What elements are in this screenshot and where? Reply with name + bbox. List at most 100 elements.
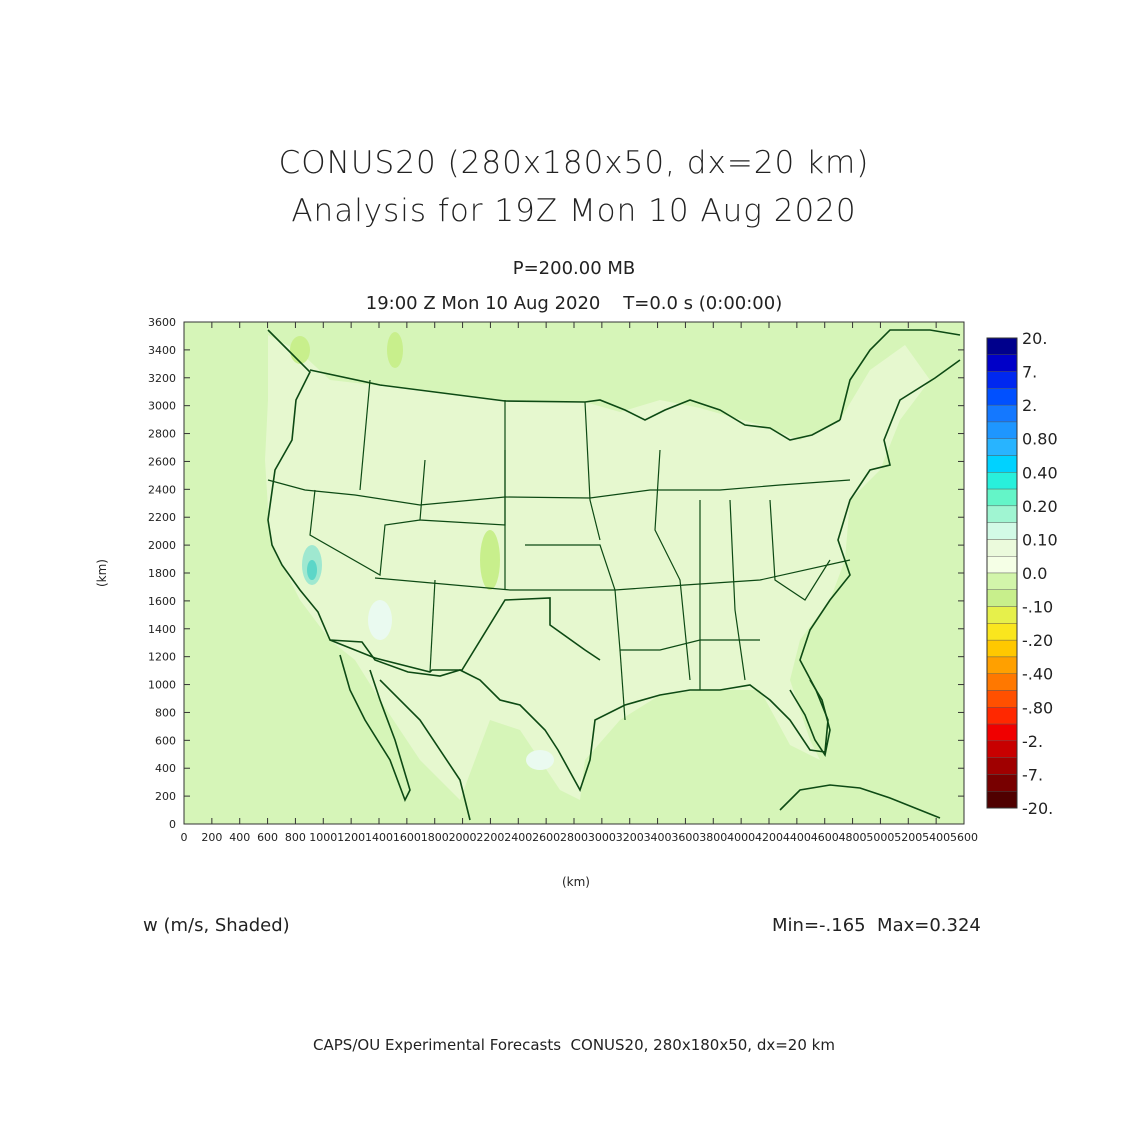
conus-land-shading: [265, 335, 930, 800]
x-tick-label: 4200: [755, 831, 783, 844]
y-tick-label: 200: [155, 790, 176, 803]
colorbar-swatch: [986, 656, 1018, 674]
x-tick-label: 4000: [727, 831, 755, 844]
state-line: [654, 449, 691, 681]
y-tick-label: 800: [155, 706, 176, 719]
x-tick-label: 3200: [616, 831, 644, 844]
y-tick-label: 2000: [148, 539, 176, 552]
colorbar-frame: [986, 337, 1018, 809]
colorbar-label: -7.: [1022, 765, 1043, 784]
x-tick-label: 4400: [783, 831, 811, 844]
map-subtitle: Analysis for 19Z Mon 10 Aug 2020: [291, 193, 857, 229]
colorbar-swatch: [986, 522, 1018, 540]
colorbar-label: 0.10: [1022, 530, 1058, 549]
field-patch: [480, 530, 500, 590]
state-line: [729, 499, 746, 681]
field-patch: [307, 560, 317, 580]
y-axis: 0 200 400 600 800 1000 1200 1400 1600 1800 2000 220…: [148, 316, 964, 831]
x-tick-label: 1200: [337, 831, 365, 844]
mexico-coast: [379, 679, 471, 821]
valid-time: 19:00 Z Mon 10 Aug 2020 T=0.0 s (0:00:00…: [365, 293, 783, 314]
colorbar-label: -.80: [1022, 698, 1053, 717]
x-axis: 0 200 400 600 800 1000 1200 1400 1600 1800 2000 220…: [181, 322, 978, 844]
colorbar-swatch: [986, 388, 1018, 406]
x-tick-label: 5600: [950, 831, 978, 844]
x-tick-label: 1400: [365, 831, 393, 844]
colorbar-swatch: [986, 539, 1018, 557]
x-tick-label: 800: [285, 831, 306, 844]
colorbar-swatch: [986, 455, 1018, 473]
colorbar-swatch: [986, 572, 1018, 590]
y-tick-label: 3000: [148, 400, 176, 413]
colorbar-label: 20.: [1022, 329, 1047, 348]
colorbar-swatch: [986, 354, 1018, 372]
x-tick-label: 2600: [532, 831, 560, 844]
x-tick-label: 1600: [393, 831, 421, 844]
map-area: [184, 322, 964, 824]
canada-border: [309, 369, 841, 441]
state-lines: [267, 379, 851, 721]
y-tick-label: 3200: [148, 372, 176, 385]
x-tick-label: 5000: [866, 831, 894, 844]
y-tick-label: 600: [155, 734, 176, 747]
state-line: [769, 499, 831, 601]
colorbar-swatch: [986, 337, 1018, 355]
colorbar-swatch: [986, 757, 1018, 775]
map-outlines: [267, 329, 961, 821]
colorbar: 20. 7. 2. 0.80 0.40 0.20 0.10 0.0 -.10 -.20 -.40 -.…: [986, 329, 1058, 818]
x-tick-label: 3600: [671, 831, 699, 844]
colorbar-swatch: [986, 707, 1018, 725]
y-tick-label: 400: [155, 762, 176, 775]
y-tick-label: 1400: [148, 623, 176, 636]
baja-outline: [339, 654, 411, 802]
field-patch: [526, 750, 554, 770]
y-axis-label: (km): [95, 559, 109, 587]
colorbar-swatch: [986, 556, 1018, 574]
colorbar-label: 0.20: [1022, 497, 1058, 516]
colorbar-label: 0.40: [1022, 463, 1058, 482]
colorbar-swatch: [986, 421, 1018, 439]
x-tick-label: 5200: [894, 831, 922, 844]
colorbar-swatch: [986, 723, 1018, 742]
colorbar-swatch: [986, 371, 1018, 389]
field-patch: [387, 332, 403, 368]
colorbar-label: 0.80: [1022, 430, 1058, 449]
pressure-level: P=200.00 MB: [512, 258, 636, 279]
colorbar-swatch: [986, 673, 1018, 691]
colorbar-swatch: [986, 505, 1018, 523]
variable-label: w (m/s, Shaded): [143, 915, 290, 936]
credit-line: CAPS/OU Experimental Forecasts CONUS20, …: [313, 1036, 835, 1054]
us-outline: [267, 329, 961, 792]
y-tick-label: 2600: [148, 455, 176, 468]
y-tick-label: 1200: [148, 651, 176, 664]
y-tick-label: 0: [169, 818, 176, 831]
x-tick-label: 400: [229, 831, 250, 844]
state-line: [584, 401, 601, 541]
colorbar-label: 0.0: [1022, 564, 1047, 583]
x-tick-label: 2400: [504, 831, 532, 844]
colorbar-swatch: [986, 791, 1018, 809]
plot-frame: [183, 321, 965, 825]
x-tick-label: 3400: [644, 831, 672, 844]
colorbar-label: -.10: [1022, 598, 1053, 617]
state-line: [429, 579, 436, 673]
y-tick-label: 2400: [148, 483, 176, 496]
colorbar-swatch: [986, 589, 1018, 607]
colorbar-swatch: [986, 690, 1018, 708]
cuba-outline: [779, 784, 941, 819]
x-tick-label: 0: [181, 831, 188, 844]
y-tick-label: 1600: [148, 595, 176, 608]
colorbar-swatch: [986, 472, 1018, 490]
y-tick-label: 3400: [148, 344, 176, 357]
x-tick-label: 1800: [421, 831, 449, 844]
x-tick-label: 4800: [839, 831, 867, 844]
field-patch: [290, 336, 310, 364]
x-tick-label: 3800: [699, 831, 727, 844]
colorbar-swatch: [986, 438, 1018, 456]
map-plot: 0 200 400 600 800 1000 1200 1400 1600 1800 2000 220…: [95, 316, 1058, 889]
field-patch: [368, 600, 392, 640]
y-tick-label: 2200: [148, 511, 176, 524]
canada-coast: [839, 329, 961, 421]
x-tick-label: 2800: [560, 831, 588, 844]
colorbar-swatch: [986, 639, 1018, 658]
